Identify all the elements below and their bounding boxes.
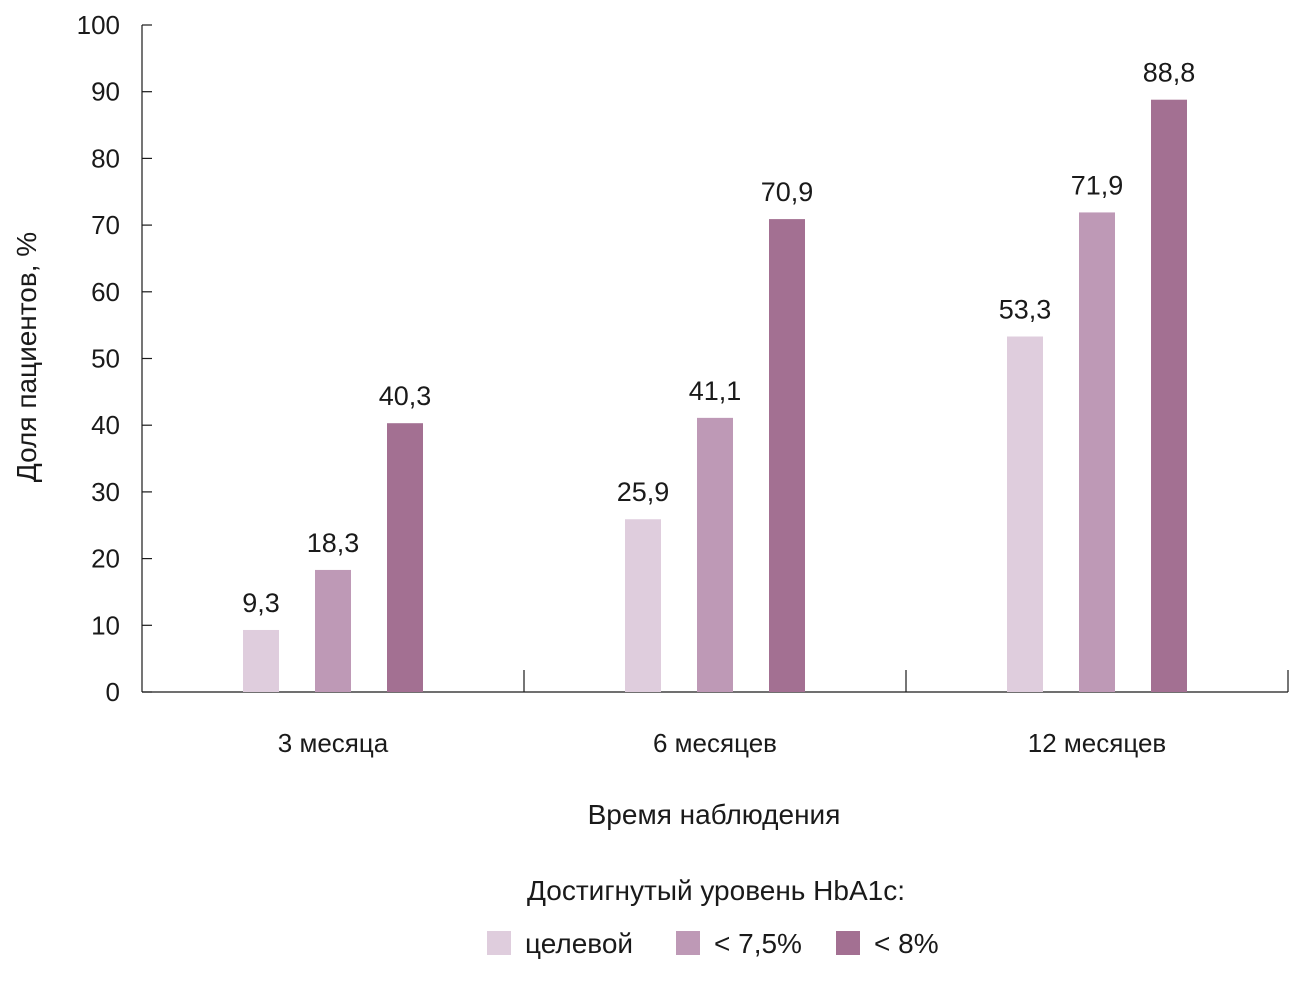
y-tick-label: 100 [77, 10, 120, 40]
data-label: 18,3 [307, 528, 360, 558]
bars [243, 99, 1187, 693]
bar [1007, 336, 1043, 692]
bar [315, 569, 351, 692]
y-tick-label: 20 [91, 544, 120, 574]
x-tick-label: 12 месяцев [1028, 728, 1166, 758]
legend-swatch [487, 931, 511, 955]
data-label: 25,9 [617, 477, 670, 507]
data-labels: 9,3 18,3 40,3 25,9 41,1 70,9 53,3 71,9 88,8 [242, 58, 1195, 618]
y-tick-label: 80 [91, 143, 120, 173]
legend: Достигнутый уровень HbA1c: целевой < 7,5%… [487, 875, 939, 959]
data-label: 41,1 [689, 376, 742, 406]
y-tick-label: 0 [106, 677, 120, 707]
legend-item: < 8% [836, 928, 939, 959]
y-tick-label: 10 [91, 610, 120, 640]
data-label: 88,8 [1143, 58, 1196, 88]
y-tick-label: 50 [91, 344, 120, 374]
legend-item: целевой [487, 928, 633, 959]
legend-title: Достигнутый уровень HbA1c: [527, 875, 905, 906]
y-axis: 0 10 20 30 40 50 60 70 80 90 100 [77, 10, 152, 707]
data-label: 40,3 [379, 381, 432, 411]
x-tick-label: 3 месяца [278, 728, 389, 758]
bar [769, 219, 805, 693]
legend-swatch [836, 931, 860, 955]
bar [697, 417, 733, 692]
y-axis-title: Доля пациентов, % [11, 232, 42, 482]
bar [243, 629, 279, 692]
bar [387, 423, 423, 692]
legend-swatch [676, 931, 700, 955]
legend-label: целевой [525, 928, 633, 959]
y-tick-label: 30 [91, 477, 120, 507]
y-tick-label: 40 [91, 410, 120, 440]
y-tick-label: 70 [91, 210, 120, 240]
bar [1151, 99, 1187, 693]
y-tick-label: 90 [91, 77, 120, 107]
data-label: 70,9 [761, 177, 814, 207]
y-tick-label: 60 [91, 277, 120, 307]
legend-item: < 7,5% [676, 928, 802, 959]
x-tick-label: 6 месяцев [653, 728, 777, 758]
bar [1079, 212, 1115, 692]
data-label: 9,3 [242, 588, 280, 618]
data-label: 71,9 [1071, 170, 1124, 200]
legend-label: < 8% [874, 928, 939, 959]
x-axis-title: Время наблюдения [588, 799, 841, 830]
data-label: 53,3 [999, 294, 1052, 324]
bar [625, 519, 661, 692]
legend-label: < 7,5% [714, 928, 802, 959]
